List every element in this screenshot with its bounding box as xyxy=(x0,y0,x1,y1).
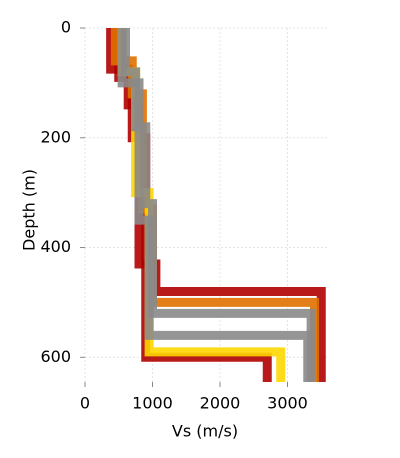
x-tick-label: 1000 xyxy=(132,394,173,413)
x-tick-label: 2000 xyxy=(200,394,241,413)
y-tick-label: 200 xyxy=(40,127,71,146)
x-tick-label: 3000 xyxy=(267,394,308,413)
profile-line xyxy=(117,28,313,382)
y-axis-label: Depth (m) xyxy=(20,169,39,251)
y-tick-label: 0 xyxy=(61,18,71,37)
y-tick-label: 600 xyxy=(40,347,71,366)
y-tick-label: 400 xyxy=(40,237,71,256)
profile-line xyxy=(121,28,316,382)
x-axis-label: Vs (m/s) xyxy=(172,422,238,441)
x-tick-label: 0 xyxy=(80,394,90,413)
